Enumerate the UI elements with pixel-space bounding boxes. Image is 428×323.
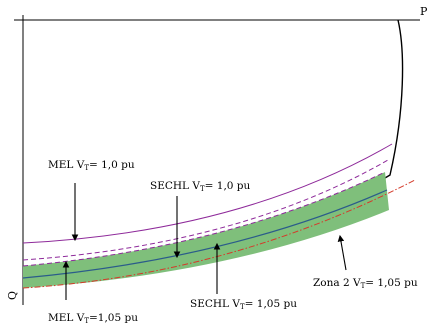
- capability-limit-curve: [384, 19, 404, 179]
- zona2-105-arrow: [337, 234, 347, 271]
- mel-10-label: MEL VT= 1,0 pu: [48, 159, 135, 172]
- mel-105-label: MEL VT=1,05 pu: [48, 312, 138, 323]
- y-axis-label: Q: [6, 291, 19, 300]
- sechl-10-label: SECHL VT= 1,0 pu: [150, 180, 251, 193]
- x-axis-label: P: [420, 5, 428, 18]
- zona2-105-label: Zona 2 VT= 1,05 pu: [313, 277, 418, 290]
- sechl-105-curve: [22, 171, 386, 267]
- mel-10-curve: [22, 143, 393, 244]
- operating-band: [23, 172, 389, 288]
- sechl-10-curve: [22, 159, 389, 261]
- sechl-105-label: SECHL VT= 1,05 pu: [190, 298, 297, 311]
- zona2-105-curve: [22, 179, 416, 289]
